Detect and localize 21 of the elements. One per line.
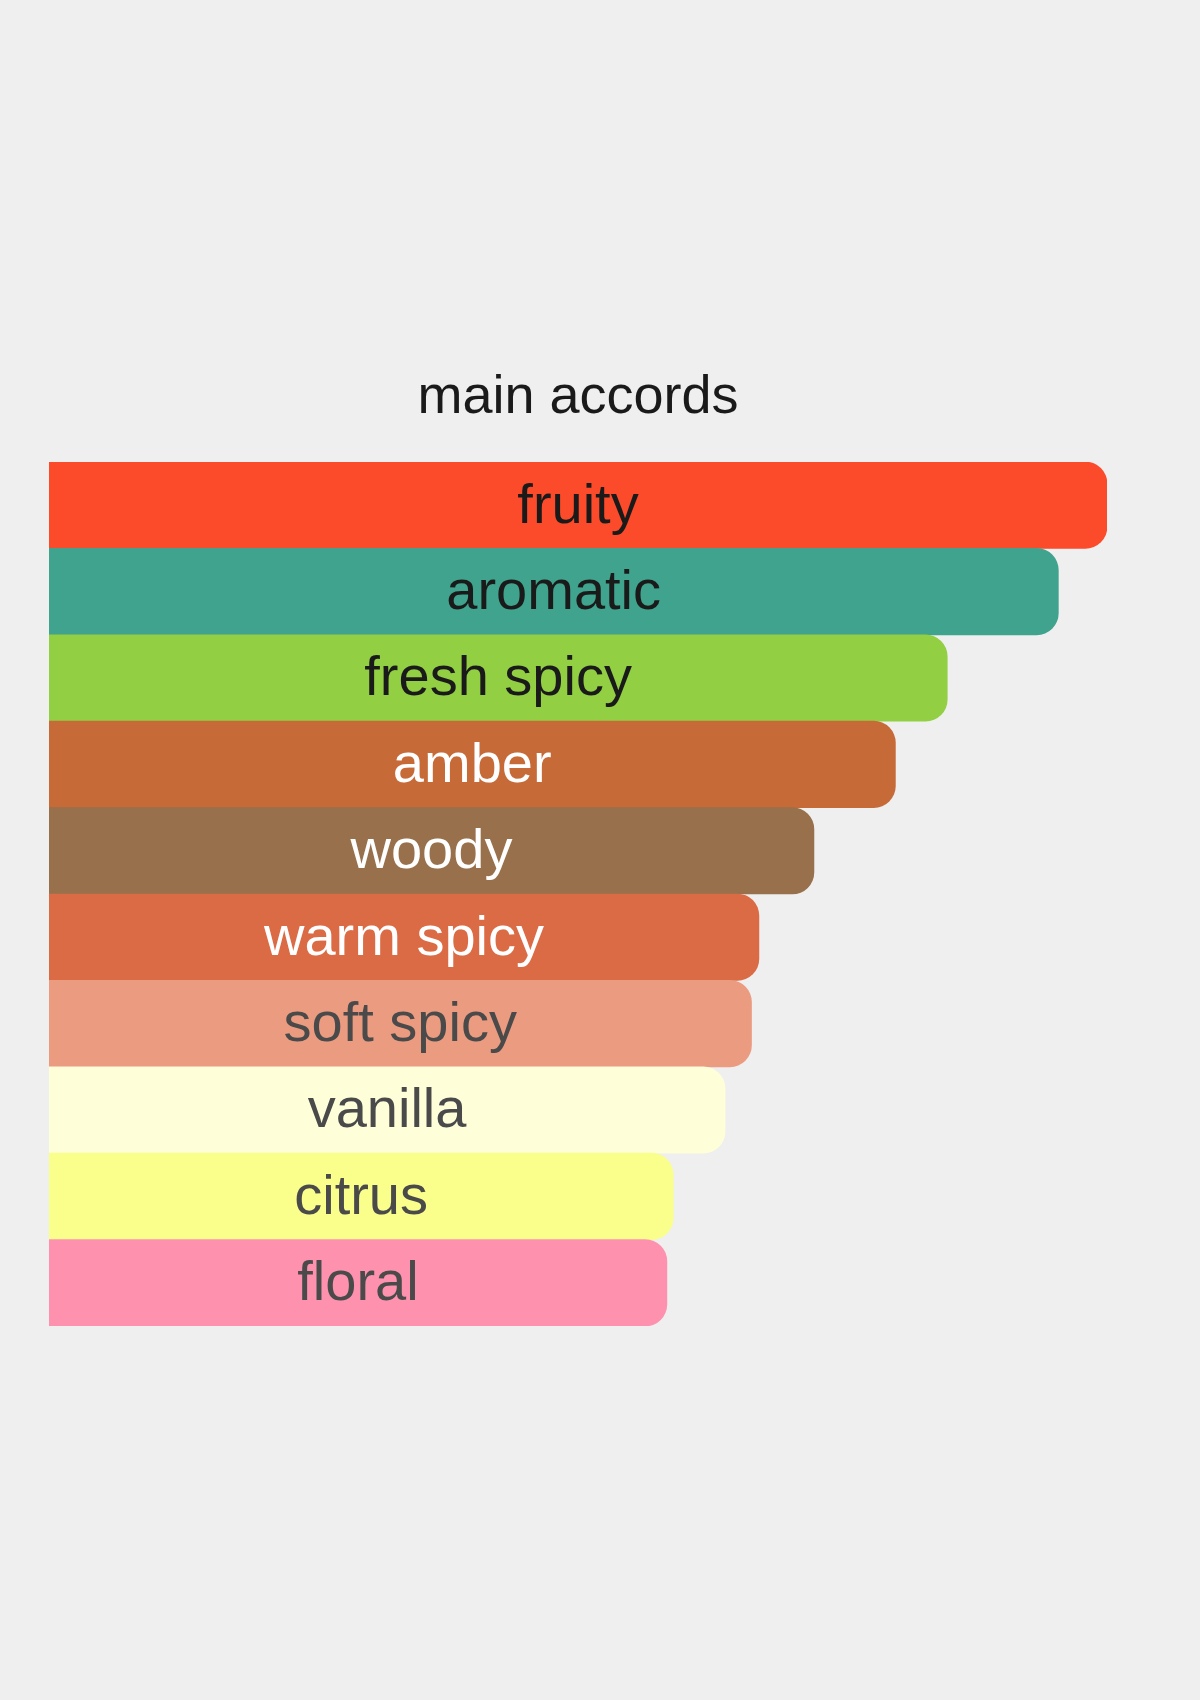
y-tick-label: warm spicy [262, 903, 544, 967]
bar [49, 1152, 674, 1240]
y-tick-label: fresh spicy [364, 644, 632, 708]
bar [49, 893, 760, 981]
y-tick-label: floral [297, 1249, 419, 1313]
y-tick-label: aromatic [446, 558, 662, 622]
chart-title: main accords [417, 363, 739, 424]
y-tick-label: fruity [517, 471, 639, 535]
bar [49, 1066, 726, 1154]
bar [49, 548, 1059, 636]
bar [49, 462, 1107, 549]
y-tick-label: soft spicy [283, 990, 517, 1054]
y-tick-label: woody [349, 817, 513, 881]
bar [49, 634, 948, 722]
bar [49, 1239, 668, 1326]
bar [49, 807, 815, 895]
y-tick-label: vanilla [307, 1076, 468, 1140]
y-tick-label: amber [392, 730, 552, 794]
y-tick-label: citrus [294, 1162, 429, 1226]
bar [49, 720, 896, 808]
bar [49, 980, 752, 1068]
